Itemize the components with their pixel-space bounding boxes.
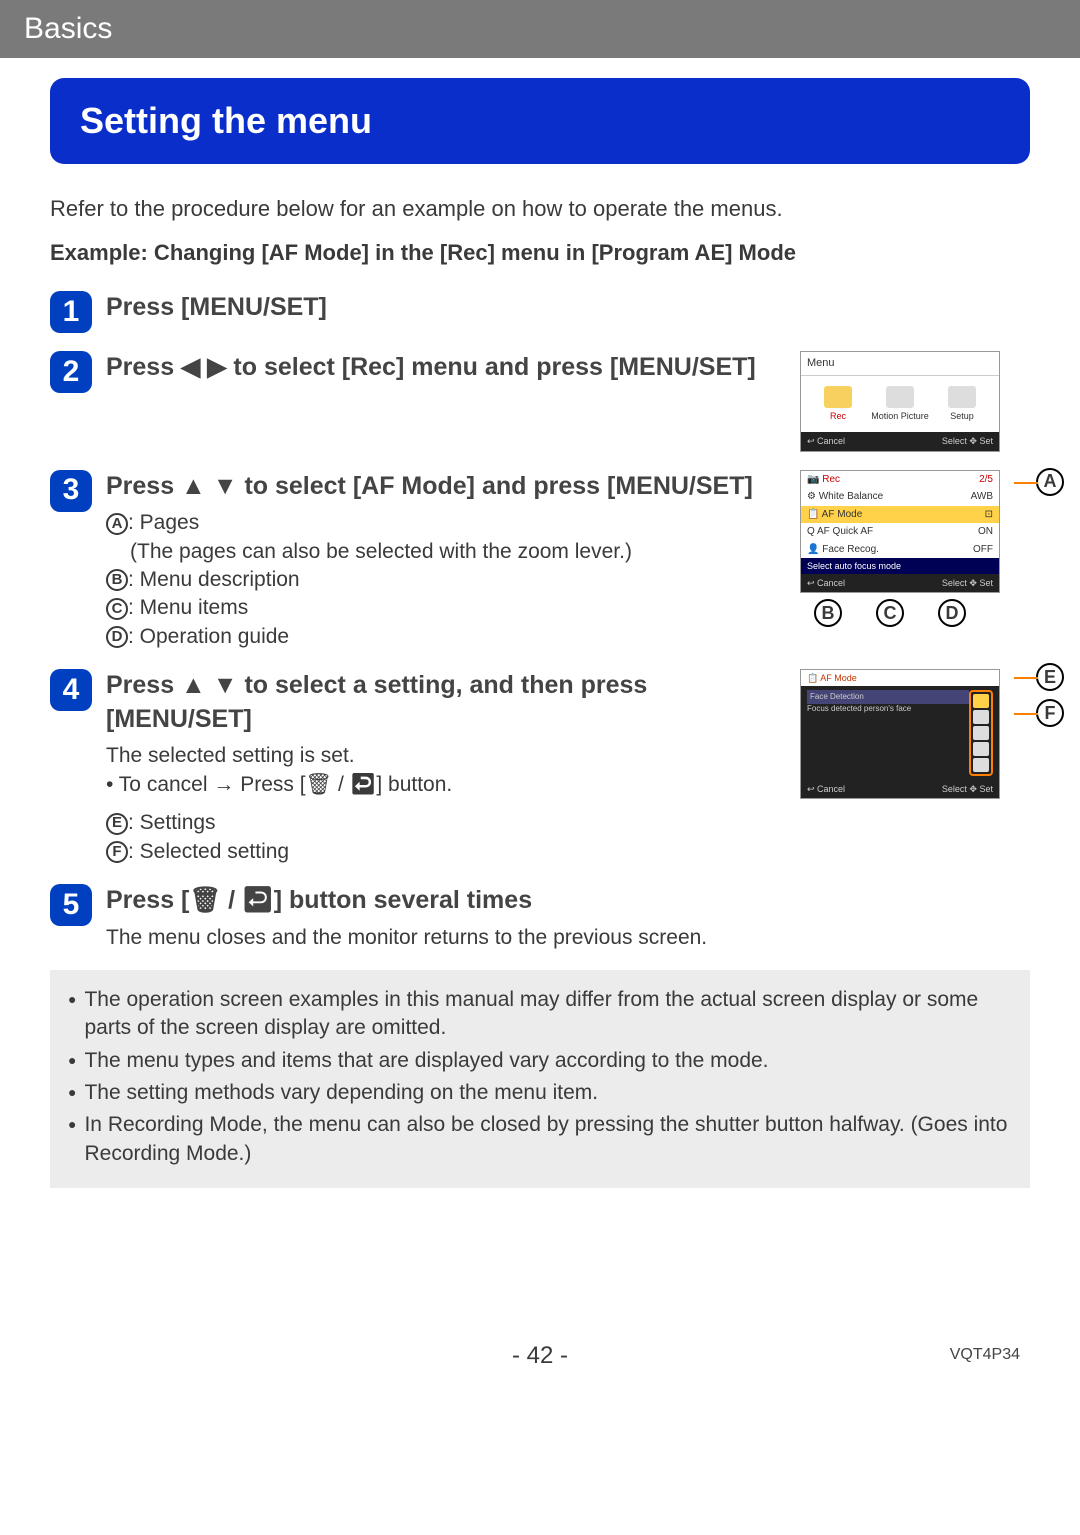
- label-E-icon: E: [106, 813, 128, 835]
- step-5: 5 Press [🗑 / ↩] button several times The…: [50, 884, 1030, 952]
- callout-B: B: [814, 599, 842, 627]
- step-3: 3 Press ▲ ▼ to select [AF Mode] and pres…: [50, 470, 1030, 651]
- step-title: Press ▲ ▼ to select a setting, and then …: [106, 669, 782, 737]
- step-text: The selected setting is set.: [106, 742, 782, 770]
- lcd-select: Select ✥ Set: [942, 577, 993, 589]
- step-title: Press ◀ ▶ to select [Rec] menu and press…: [106, 351, 782, 385]
- lcd-cancel: ↩ Cancel: [807, 577, 845, 589]
- step-badge: 1: [50, 291, 92, 333]
- callout-A: A: [1036, 468, 1064, 496]
- page-number: - 42 -: [512, 1342, 568, 1369]
- callout-C: C: [876, 599, 904, 627]
- label-A: Pages: [140, 511, 200, 534]
- label-C-icon: C: [106, 598, 128, 620]
- lcd-header-left: 📷 Rec: [807, 473, 840, 487]
- label-E: Settings: [140, 811, 216, 834]
- breadcrumb: Basics: [0, 0, 1080, 58]
- notes-box: The operation screen examples in this ma…: [50, 970, 1030, 1188]
- step-text: • To cancel → Press [🗑 / ↩] button.: [106, 771, 782, 799]
- af-selected: Face Detection: [807, 690, 969, 704]
- lcd-header-right: 2/5: [979, 473, 993, 487]
- step-badge: 3: [50, 470, 92, 512]
- menu-row: 👤 Face Recog.OFF: [801, 541, 999, 559]
- callout-F: F: [1036, 699, 1064, 727]
- af-description: Focus detected person's face: [807, 704, 969, 714]
- label-D: Operation guide: [140, 625, 289, 648]
- page-title: Setting the menu: [50, 78, 1030, 164]
- step-title: Press [🗑 / ↩] button several times: [106, 884, 1020, 918]
- menu-row: Q AF Quick AFON: [801, 523, 999, 541]
- lcd-cancel: ↩ Cancel: [807, 783, 845, 795]
- label-F: Selected setting: [140, 840, 289, 863]
- step-badge: 4: [50, 669, 92, 711]
- step-4: 4 Press ▲ ▼ to select a setting, and the…: [50, 669, 1030, 866]
- step-title: Press [MENU/SET]: [106, 291, 1020, 325]
- document-code: VQT4P34: [950, 1346, 1020, 1364]
- label-B-icon: B: [106, 569, 128, 591]
- step-2: 2 Press ◀ ▶ to select [Rec] menu and pre…: [50, 351, 1030, 451]
- lcd-description: Select auto focus mode: [801, 558, 999, 574]
- step-title: Press ▲ ▼ to select [AF Mode] and press …: [106, 470, 782, 504]
- lcd-select: Select ✥ Set: [942, 783, 993, 795]
- callout-E: E: [1036, 663, 1064, 691]
- af-icon-list: [969, 690, 993, 776]
- label-D-icon: D: [106, 626, 128, 648]
- label-B: Menu description: [140, 568, 300, 591]
- label-F-icon: F: [106, 841, 128, 863]
- callout-D: D: [938, 599, 966, 627]
- note-bullet: The setting methods vary depending on th…: [68, 1079, 1012, 1107]
- note-bullet: In Recording Mode, the menu can also be …: [68, 1111, 1012, 1168]
- example-text: Example: Changing [AF Mode] in the [Rec]…: [50, 238, 1030, 268]
- lcd-cancel: ↩ Cancel: [807, 435, 845, 447]
- note-bullet: The menu types and items that are displa…: [68, 1047, 1012, 1075]
- figure-af-mode: E F 📋 AF Mode Face Detection Focus detec…: [800, 669, 1030, 799]
- figure-rec-menu: A 📷 Rec 2/5 ⚙ White BalanceAWB📋 AF Mode⊡…: [800, 470, 1030, 628]
- label-A-sub: (The pages can also be selected with the…: [106, 538, 782, 566]
- lcd-af-title: 📋 AF Mode: [801, 670, 999, 686]
- figure-menu: Menu RecMotion PictureSetup ↩ Cancel Sel…: [800, 351, 1030, 451]
- note-bullet: The operation screen examples in this ma…: [68, 986, 1012, 1043]
- page-footer: - 42 - VQT4P34: [0, 1328, 1080, 1390]
- menu-row: ⚙ White BalanceAWB: [801, 488, 999, 506]
- menu-row: 📋 AF Mode⊡: [801, 506, 999, 524]
- step-badge: 2: [50, 351, 92, 393]
- menu-tab: Rec: [807, 382, 869, 426]
- lcd-title: Menu: [801, 352, 999, 376]
- step-1: 1 Press [MENU/SET]: [50, 291, 1030, 333]
- label-A-icon: A: [106, 513, 128, 535]
- menu-tab: Setup: [931, 382, 993, 426]
- intro-text: Refer to the procedure below for an exam…: [50, 194, 1030, 224]
- menu-tab: Motion Picture: [869, 382, 931, 426]
- label-C: Menu items: [140, 596, 249, 619]
- step-badge: 5: [50, 884, 92, 926]
- lcd-select: Select ✥ Set: [942, 435, 993, 447]
- step-text: The menu closes and the monitor returns …: [106, 924, 1020, 952]
